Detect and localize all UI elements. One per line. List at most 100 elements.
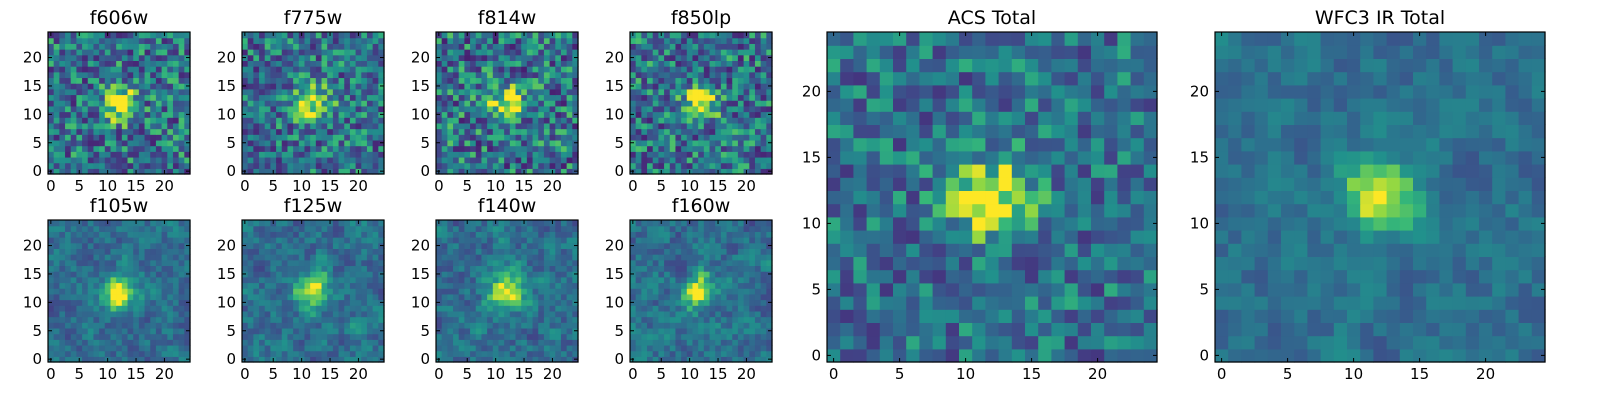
heatmap-cell (464, 327, 471, 335)
heatmap-cell (464, 134, 471, 141)
heatmap-cell (361, 134, 368, 141)
heatmap-cell (53, 105, 60, 113)
x-tick-label: 0 (240, 365, 250, 383)
panel-title: f775w (284, 7, 343, 29)
heatmap-cell (87, 88, 95, 96)
heatmap-cell (65, 117, 72, 124)
heatmap-cell (110, 276, 117, 284)
heatmap-cell (470, 276, 477, 284)
heatmap-cell (378, 293, 385, 301)
heatmap-cell (715, 77, 722, 84)
heatmap-cell (298, 339, 306, 346)
heatmap-cell (566, 299, 573, 306)
heatmap-cell (184, 310, 191, 318)
heatmap-cell (116, 282, 123, 289)
heatmap-cell (635, 322, 642, 329)
heatmap-cell (658, 162, 665, 169)
heatmap-cell (287, 322, 294, 329)
heatmap-cell (110, 220, 117, 227)
heatmap-cell (349, 259, 357, 267)
heatmap-cell (127, 151, 134, 158)
heatmap-cell (447, 339, 454, 346)
heatmap-cell (287, 32, 294, 39)
heatmap-cell (287, 151, 294, 158)
heatmap-cell (635, 88, 642, 96)
heatmap-cell (658, 276, 665, 284)
heatmap-cell (521, 60, 528, 67)
heatmap-cell (332, 162, 340, 169)
heatmap-cell (167, 276, 174, 284)
heatmap-cell (133, 145, 140, 152)
heatmap-cell (664, 83, 671, 90)
heatmap-cell (161, 49, 168, 56)
heatmap-cell (65, 122, 72, 130)
heatmap-cell (281, 168, 289, 175)
heatmap-cell (521, 94, 528, 101)
heatmap-cell (492, 242, 500, 249)
heatmap-cell (270, 322, 277, 329)
heatmap-cell (133, 54, 140, 61)
heatmap-cell (664, 100, 671, 107)
heatmap-cell (332, 339, 340, 346)
heatmap-cell (281, 282, 289, 289)
heatmap-cell (754, 168, 762, 175)
heatmap-cell (104, 43, 112, 50)
heatmap-cell (304, 356, 311, 363)
heatmap-cell (378, 288, 385, 295)
heatmap-cell (304, 88, 311, 96)
heatmap-cell (572, 350, 579, 357)
heatmap-cell (161, 316, 168, 323)
heatmap-cell (686, 49, 694, 56)
heatmap-cell (709, 54, 716, 61)
heatmap-cell (647, 162, 654, 169)
heatmap-cell (172, 94, 180, 101)
heatmap-cell (144, 220, 151, 227)
heatmap-cell (555, 276, 562, 284)
heatmap-cell (681, 111, 688, 118)
heatmap-cell (65, 356, 72, 363)
heatmap-cell (686, 139, 694, 147)
heatmap-cell (172, 316, 180, 323)
heatmap-cell (321, 134, 328, 141)
heatmap-cell (726, 94, 733, 101)
heatmap-cell (647, 60, 654, 67)
heatmap-cell (259, 356, 266, 363)
heatmap-cell (658, 105, 665, 113)
heatmap-cell (184, 276, 191, 284)
heatmap-cell (315, 117, 323, 124)
heatmap-cell (48, 105, 55, 113)
heatmap-cell (338, 43, 345, 50)
heatmap-cell (754, 339, 762, 346)
heatmap-cell (155, 32, 163, 39)
heatmap-cell (515, 282, 522, 289)
heatmap-cell (121, 344, 129, 352)
heatmap-cell (315, 94, 323, 101)
heatmap-cell (321, 111, 328, 118)
heatmap-cell (93, 271, 100, 278)
heatmap-cell (675, 77, 682, 84)
heatmap-cell (715, 350, 722, 357)
heatmap-cell (161, 242, 168, 249)
heatmap-cell (138, 276, 146, 284)
heatmap-cell (172, 344, 180, 352)
heatmap-cell (532, 134, 539, 141)
heatmap-cell (315, 293, 323, 301)
heatmap-cell (99, 220, 106, 227)
heatmap-cell (184, 66, 191, 73)
heatmap-cell (470, 66, 477, 73)
heatmap-cell (630, 66, 637, 73)
heatmap-cell (310, 128, 317, 135)
heatmap-cell (161, 128, 168, 135)
heatmap-cell (436, 162, 443, 169)
heatmap-cell (253, 333, 260, 340)
heatmap-cell (264, 225, 271, 232)
heatmap-cell (521, 105, 528, 113)
heatmap-cell (543, 276, 551, 284)
heatmap-cell (310, 71, 317, 79)
heatmap-cell (65, 100, 72, 107)
heatmap-cell (498, 71, 505, 79)
heatmap-cell (155, 305, 163, 312)
heatmap-cell (298, 117, 306, 124)
axes-frame (629, 31, 773, 175)
heatmap-cell (532, 54, 539, 61)
